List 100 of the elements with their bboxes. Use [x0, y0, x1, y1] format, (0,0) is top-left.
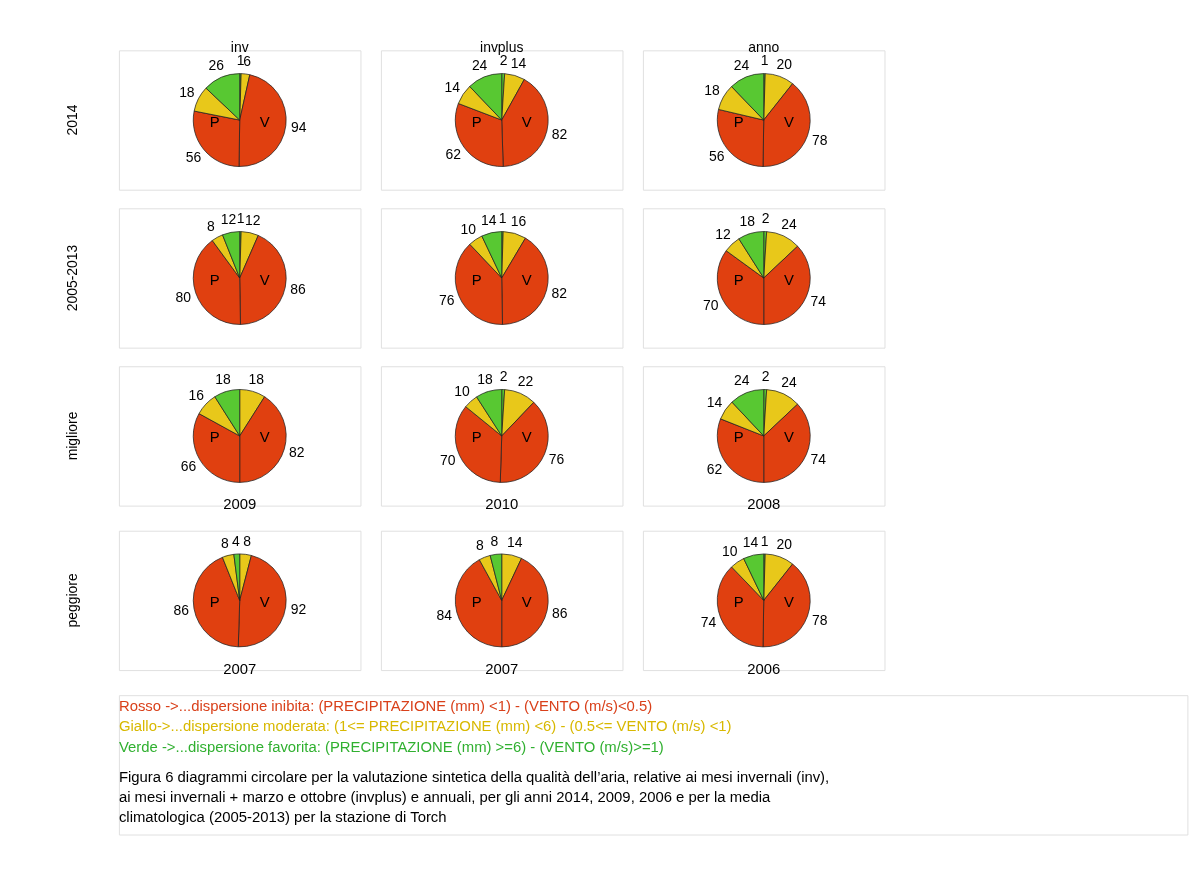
data-label: 94 — [291, 118, 307, 135]
text: 2014 — [64, 104, 81, 136]
data-label: 66 — [180, 457, 197, 474]
data-label: 1 — [236, 210, 245, 227]
data-label: 20 — [776, 55, 793, 72]
data-label: 10 — [722, 543, 738, 560]
text: Rosso ->...dispersione inibita: (PRECIPITAZIONE (mm) <1) - (VENTO (m/s)<0.5) — [118, 697, 653, 714]
text: 2010 — [485, 496, 519, 513]
data-label: 18 — [477, 370, 493, 387]
data-label: 26 — [208, 57, 225, 74]
data-label: 1 — [760, 532, 769, 549]
text: Figura 6 diagrammi circolare per la valutazione sintetica della qualità dell’aria, relative ai mesi invernali (inv), — [118, 768, 830, 785]
data-label: 12 — [245, 211, 261, 228]
text: 2006 — [747, 660, 781, 677]
text: V — [521, 429, 532, 446]
data-label: 8 — [490, 533, 499, 550]
data-label: 8 — [220, 534, 229, 551]
data-label: 24 — [734, 372, 750, 389]
data-label: 24 — [733, 56, 750, 73]
text: 2008 — [747, 496, 781, 513]
text: P — [209, 593, 220, 610]
text: P — [471, 271, 482, 288]
data-label: 18 — [739, 212, 756, 229]
data-label: 14 — [510, 54, 527, 71]
data-label: 18 — [179, 84, 195, 101]
text: 2005-2013 — [64, 244, 81, 312]
data-label: 56 — [709, 148, 725, 165]
data-label: 12 — [715, 226, 732, 243]
data-label: 80 — [175, 288, 192, 305]
data-label: 70 — [439, 452, 456, 469]
data-label: 82 — [551, 125, 568, 142]
text: P — [471, 113, 482, 130]
text: P — [471, 429, 482, 446]
data-label: 74 — [810, 293, 827, 310]
text: V — [783, 271, 794, 288]
text: Verde ->...dispersione favorita: (PRECIPITAZIONE (mm) >=6) - (VENTO (m/s)>=1) — [118, 738, 664, 755]
text: V — [521, 113, 532, 130]
data-label: 2 — [761, 210, 770, 227]
text: peggiore — [64, 573, 81, 628]
data-label: 14 — [506, 534, 523, 551]
data-label: 82 — [551, 284, 568, 301]
text: V — [783, 429, 794, 446]
data-label: 2 — [499, 368, 508, 385]
data-label: 16 — [510, 212, 527, 229]
text: P — [733, 429, 744, 446]
data-label: 18 — [215, 370, 232, 387]
text: 2007 — [485, 660, 519, 677]
data-label: 10 — [460, 220, 477, 237]
data-label: 16 — [188, 386, 205, 403]
data-label: 56 — [185, 149, 202, 166]
data-label: 24 — [471, 56, 488, 73]
data-label: 1 — [498, 210, 507, 227]
text: P — [471, 593, 482, 610]
data-label: 74 — [810, 451, 827, 468]
data-label: 18 — [248, 370, 265, 387]
data-label: 86 — [290, 281, 307, 298]
data-label: 84 — [436, 606, 453, 623]
data-label: 92 — [290, 600, 307, 617]
data-label: 76 — [548, 450, 565, 467]
text: V — [783, 113, 794, 130]
data-label: 10 — [454, 383, 471, 400]
text: V — [521, 593, 532, 610]
data-label: 4 — [232, 532, 241, 549]
text: climatologica (2005-2013) per la stazione di Torch — [118, 809, 447, 826]
data-label: 14 — [444, 78, 461, 95]
data-label: 78 — [812, 612, 828, 629]
text: P — [209, 271, 220, 288]
data-label: 62 — [445, 146, 462, 163]
text: migliore — [64, 411, 81, 461]
data-label: 20 — [776, 536, 793, 553]
text: 2009 — [223, 496, 257, 513]
data-label: 14 — [480, 211, 497, 228]
data-label: 62 — [706, 461, 723, 478]
text: V — [259, 113, 270, 130]
text: P — [733, 271, 744, 288]
data-label: 2 — [761, 368, 770, 385]
data-label: 14 — [706, 394, 723, 411]
data-label: 8 — [207, 217, 216, 234]
text: P — [209, 429, 220, 446]
data-label: 86 — [552, 605, 568, 622]
data-label: 86 — [173, 602, 190, 619]
text: ai mesi invernali + marzo e ottobre (invplus) e annuali, per gli anni 2014, 2009, 2006 e per la media — [118, 789, 771, 806]
text: V — [259, 429, 270, 446]
data-label: 24 — [781, 373, 798, 390]
data-label: 70 — [703, 296, 719, 313]
data-label: 8 — [243, 533, 252, 550]
data-label: 78 — [812, 131, 828, 148]
text: V — [783, 593, 794, 610]
text: V — [521, 271, 532, 288]
data-label: 8 — [475, 536, 484, 553]
data-label: 74 — [700, 613, 717, 630]
data-label: 18 — [704, 82, 721, 99]
text: V — [259, 271, 270, 288]
data-label: 12 — [220, 211, 237, 228]
text: P — [733, 113, 744, 130]
text: 2007 — [223, 660, 257, 677]
text: Giallo->...dispersione moderata: (1<= PRECIPITAZIONE (mm) <6) - (0.5<= VENTO (m/s) <1) — [118, 718, 732, 735]
data-label: 22 — [517, 373, 534, 390]
data-label: 76 — [438, 292, 455, 309]
text: V — [259, 593, 270, 610]
